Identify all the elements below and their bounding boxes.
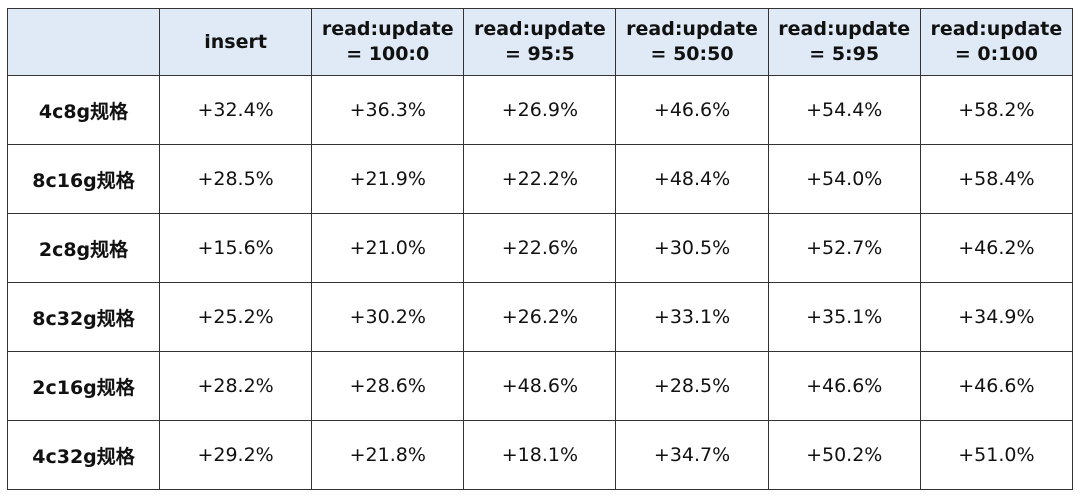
header-cell: read:update = 0:100 xyxy=(919,8,1074,76)
table-row: 2c8g规格 +15.6% +21.0% +22.6% +30.5% +52.7% +46.… xyxy=(7,213,1074,283)
value-cell: +30.5% xyxy=(615,213,769,283)
value-cell: +33.1% xyxy=(615,282,769,352)
header-cell: read:update = 100:0 xyxy=(311,8,465,76)
value-cell: +32.4% xyxy=(158,75,313,145)
value-cell: +54.4% xyxy=(767,75,921,145)
value-cell: +30.2% xyxy=(311,282,465,352)
header-cell: read:update = 95:5 xyxy=(463,8,617,76)
value-cell: +46.6% xyxy=(919,351,1074,421)
value-cell: +28.5% xyxy=(158,144,313,214)
value-cell: +46.2% xyxy=(919,213,1074,283)
row-label: 2c16g规格 xyxy=(7,351,160,421)
value-cell: +50.2% xyxy=(767,420,921,490)
value-cell: +54.0% xyxy=(767,144,921,214)
value-cell: +26.9% xyxy=(463,75,617,145)
value-cell: +48.4% xyxy=(615,144,769,214)
value-cell: +46.6% xyxy=(767,351,921,421)
value-cell: +29.2% xyxy=(158,420,313,490)
value-cell: +21.9% xyxy=(311,144,465,214)
row-label: 4c32g规格 xyxy=(7,420,160,490)
value-cell: +36.3% xyxy=(311,75,465,145)
value-cell: +28.6% xyxy=(311,351,465,421)
value-cell: +21.0% xyxy=(311,213,465,283)
value-cell: +35.1% xyxy=(767,282,921,352)
header-cell: read:update = 50:50 xyxy=(615,8,769,76)
row-label: 8c16g规格 xyxy=(7,144,160,214)
table-body: 4c8g规格 +32.4% +36.3% +26.9% +46.6% +54.4% +58.… xyxy=(7,75,1074,490)
value-cell: +48.6% xyxy=(463,351,617,421)
value-cell: +28.5% xyxy=(615,351,769,421)
header-row: insert read:update = 100:0 read:update = 9… xyxy=(7,8,1074,76)
value-cell: +15.6% xyxy=(158,213,313,283)
value-cell: +26.2% xyxy=(463,282,617,352)
value-cell: +25.2% xyxy=(158,282,313,352)
value-cell: +22.2% xyxy=(463,144,617,214)
row-label: 4c8g规格 xyxy=(7,75,160,145)
value-cell: +58.2% xyxy=(919,75,1074,145)
value-cell: +18.1% xyxy=(463,420,617,490)
row-label: 8c32g规格 xyxy=(7,282,160,352)
header-cell: insert xyxy=(158,8,313,76)
value-cell: +22.6% xyxy=(463,213,617,283)
value-cell: +58.4% xyxy=(919,144,1074,214)
header-cell: read:update = 5:95 xyxy=(767,8,921,76)
value-cell: +34.7% xyxy=(615,420,769,490)
value-cell: +34.9% xyxy=(919,282,1074,352)
table-row: 4c8g规格 +32.4% +36.3% +26.9% +46.6% +54.4% +58.… xyxy=(7,75,1074,145)
value-cell: +51.0% xyxy=(919,420,1074,490)
value-cell: +28.2% xyxy=(158,351,313,421)
row-label: 2c8g规格 xyxy=(7,213,160,283)
value-cell: +46.6% xyxy=(615,75,769,145)
corner-cell xyxy=(7,8,160,76)
table-row: 8c16g规格 +28.5% +21.9% +22.2% +48.4% +54.0% +58… xyxy=(7,144,1074,214)
results-table: insert read:update = 100:0 read:update = 9… xyxy=(7,8,1074,490)
value-cell: +52.7% xyxy=(767,213,921,283)
value-cell: +21.8% xyxy=(311,420,465,490)
table-row: 2c16g规格 +28.2% +28.6% +48.6% +28.5% +46.6% +46… xyxy=(7,351,1074,421)
table-row: 4c32g规格 +29.2% +21.8% +18.1% +34.7% +50.2% +51… xyxy=(7,420,1074,490)
table-row: 8c32g规格 +25.2% +30.2% +26.2% +33.1% +35.1% +34… xyxy=(7,282,1074,352)
